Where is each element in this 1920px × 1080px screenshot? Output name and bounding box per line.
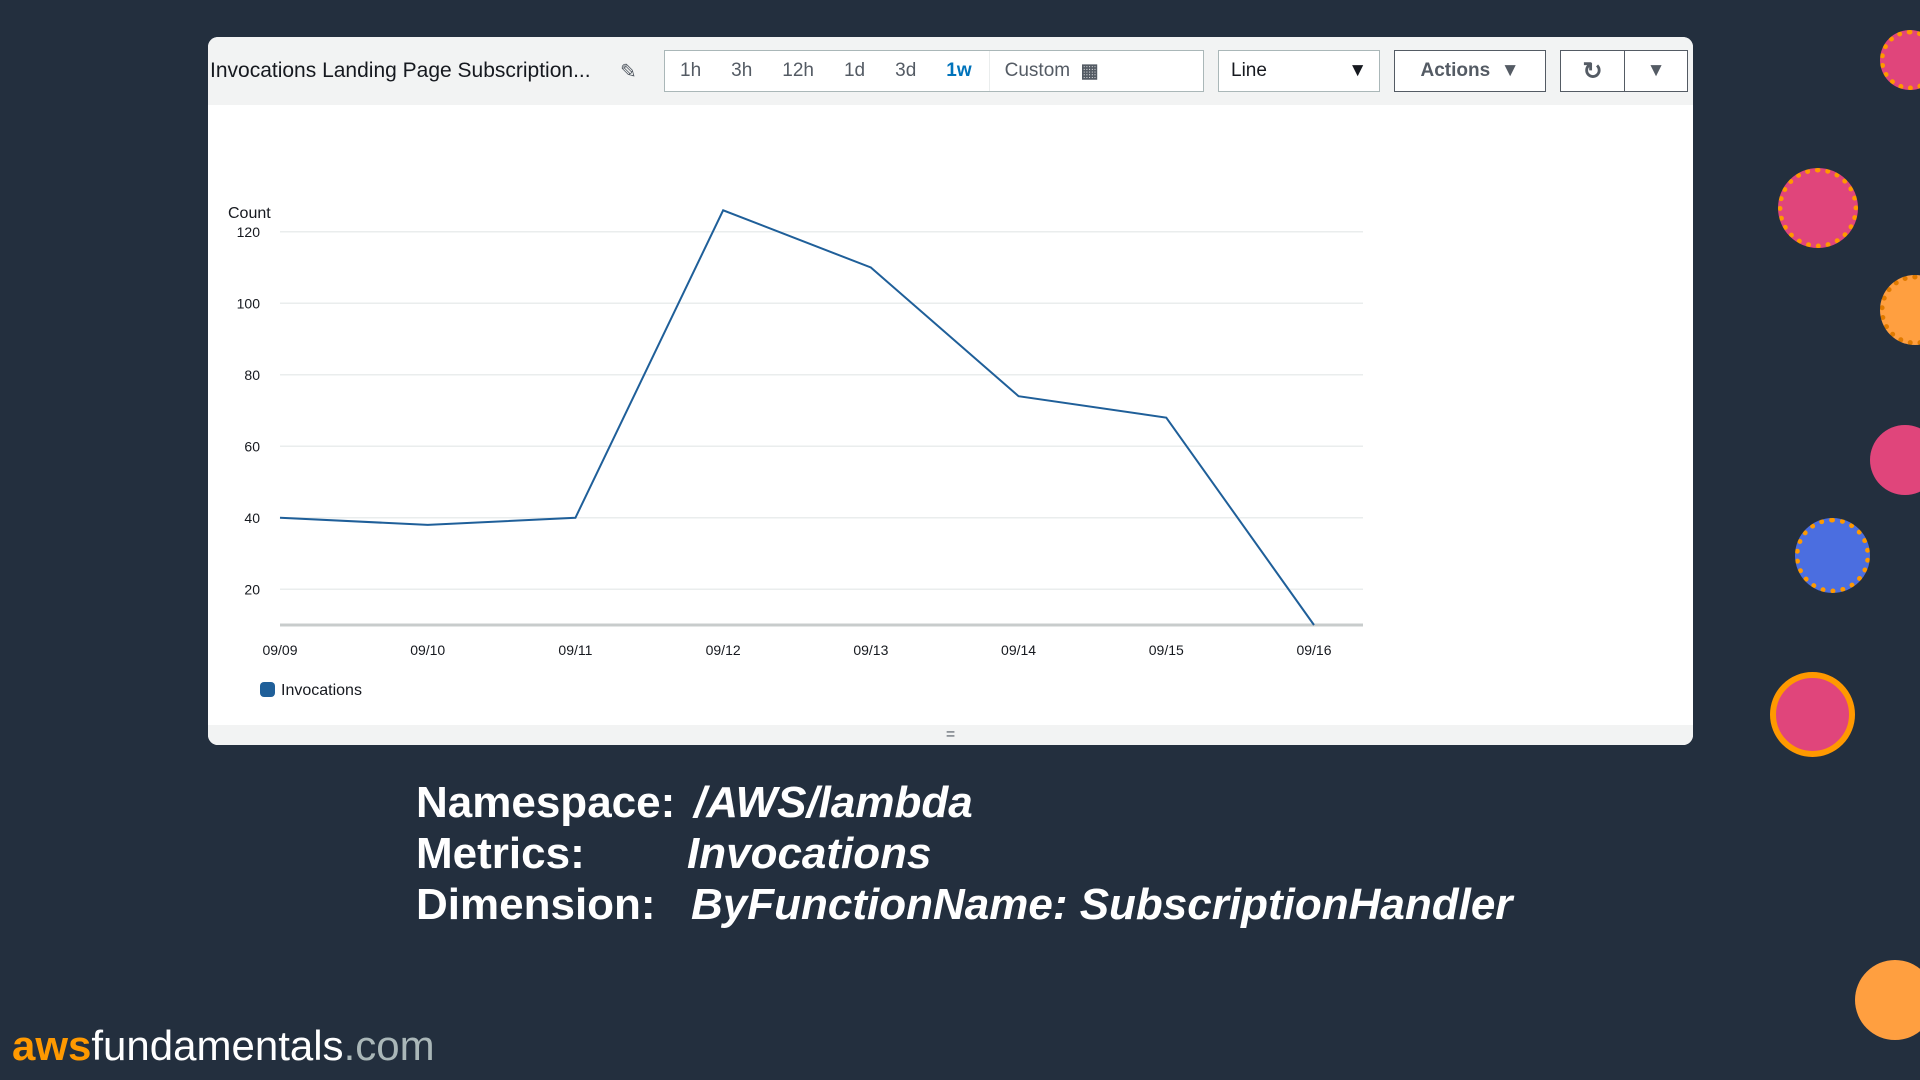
y-axis-label: Count: [228, 205, 271, 222]
chart-type-value: Line: [1231, 60, 1267, 81]
range-3h[interactable]: 3h: [731, 60, 753, 81]
series-line-invocations: [279, 209, 1315, 626]
namespace-line: Namespace: /AWS/lambda: [416, 778, 973, 828]
dimension-label: Dimension:: [416, 880, 656, 929]
x-tick-label: 09/10: [410, 642, 445, 658]
decorative-service-icon: [1778, 168, 1858, 248]
metric-widget: Invocations Landing Page Subscription...…: [208, 37, 1693, 745]
actions-button[interactable]: Actions ▼: [1394, 50, 1546, 92]
edit-icon[interactable]: ✎: [620, 61, 637, 83]
metrics-line: Metrics: Invocations: [416, 829, 932, 879]
y-tick-label: 20: [244, 581, 260, 597]
brand-aws: aws: [12, 1022, 92, 1069]
line-chart: Count 120 100 80 60 40 20 09/09 09/10 09/11 09/12…: [228, 205, 1363, 699]
caret-down-icon: ▼: [1500, 60, 1520, 81]
x-tick-label: 09/13: [853, 642, 888, 658]
custom-range-button[interactable]: Custom ▦: [988, 51, 1114, 91]
caret-down-icon: ▼: [1646, 60, 1666, 81]
range-3d[interactable]: 3d: [895, 60, 917, 81]
decorative-service-icon: [1795, 518, 1870, 593]
metrics-value: Invocations: [687, 829, 932, 878]
decorative-service-icon: [1880, 30, 1920, 90]
brand-fundamentals: fundamentals: [91, 1022, 344, 1069]
y-tick-label: 60: [244, 438, 260, 454]
y-tick-label: 120: [237, 224, 261, 240]
range-1w[interactable]: 1w: [946, 60, 972, 81]
range-1h[interactable]: 1h: [680, 60, 702, 81]
brand-logo: awsfundamentals.com: [12, 1022, 435, 1070]
x-tick-label: 09/09: [262, 642, 297, 658]
range-12h[interactable]: 12h: [782, 60, 814, 81]
metrics-label: Metrics:: [416, 829, 585, 878]
widget-title: Invocations Landing Page Subscription...: [210, 59, 591, 82]
dimension-value: ByFunctionName: SubscriptionHandler: [691, 880, 1513, 929]
calendar-icon: ▦: [1080, 60, 1099, 82]
namespace-value: /AWS/lambda: [694, 778, 973, 827]
time-range-selector: 1h 3h 12h 1d 3d 1w Custom ▦: [664, 50, 1204, 92]
refresh-icon: ↻: [1582, 57, 1603, 85]
decorative-service-icon: [1770, 672, 1855, 757]
y-tick-label: 40: [244, 510, 260, 526]
resize-handle[interactable]: =: [208, 725, 1693, 745]
brand-com: .com: [343, 1022, 435, 1069]
x-tick-label: 09/12: [706, 642, 741, 658]
caret-down-icon: ▼: [1348, 60, 1367, 81]
namespace-label: Namespace:: [416, 778, 676, 827]
legend-label: Invocations: [281, 682, 362, 699]
decorative-service-icon: [1870, 425, 1920, 495]
y-tick-label: 80: [244, 367, 260, 383]
custom-label: Custom: [1004, 60, 1071, 81]
chart-type-dropdown[interactable]: Line ▼: [1218, 50, 1380, 92]
decorative-service-icon: [1855, 960, 1920, 1040]
y-tick-label: 100: [237, 295, 261, 311]
x-tick-label: 09/15: [1149, 642, 1184, 658]
x-tick-label: 09/11: [558, 642, 592, 658]
decorative-lambda-icon: [1880, 275, 1920, 345]
refresh-button[interactable]: ↻: [1560, 50, 1625, 92]
refresh-options-button[interactable]: ▼: [1624, 50, 1688, 92]
x-tick-label: 09/16: [1296, 642, 1331, 658]
legend-swatch: [260, 682, 275, 697]
range-1d[interactable]: 1d: [843, 60, 866, 81]
x-tick-label: 09/14: [1001, 642, 1036, 658]
widget-header: Invocations Landing Page Subscription...…: [208, 37, 1693, 105]
actions-label: Actions: [1420, 60, 1491, 81]
dimension-line: Dimension: ByFunctionName: SubscriptionHa…: [416, 880, 1512, 930]
